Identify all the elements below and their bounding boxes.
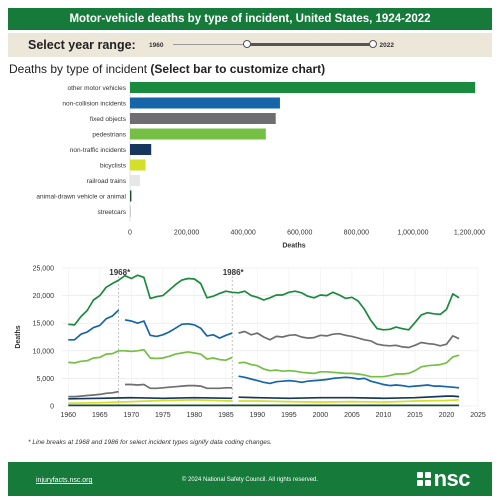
bar-non-collision-incidents[interactable] (130, 97, 280, 109)
bar-chart-title-hint: (Select bar to customize chart) (150, 62, 326, 76)
line-series-nontraffic[interactable] (68, 396, 233, 400)
bar-x-tick: 0 (128, 230, 132, 237)
bar-chart-title-text: Deaths by type of incident (9, 62, 151, 76)
bar-x-tick: 600,000 (287, 230, 312, 237)
line-series-nontraffic[interactable] (238, 395, 460, 400)
slider-end-handle[interactable] (369, 40, 378, 48)
line-y-axis-label: Deaths (15, 325, 22, 348)
line-break-annotation: 1986* (223, 268, 245, 277)
bar-label-streetcars: streetcars (97, 209, 126, 216)
line-break-annotation: 1968* (109, 268, 131, 277)
line-x-tick: 1965 (92, 412, 108, 419)
line-series-bicyclists[interactable] (68, 399, 233, 405)
line-y-tick: 0 (50, 404, 54, 411)
line-series-noncollision[interactable] (68, 309, 120, 341)
bar-label-non-collision-incidents: non-collision incidents (62, 101, 126, 108)
line-series-pedestrians[interactable] (238, 354, 460, 378)
line-x-tick: 1990 (250, 412, 266, 419)
nsc-logo-text: nsc (433, 466, 471, 491)
line-y-tick: 20,000 (33, 293, 55, 300)
line-y-tick: 5,000 (36, 376, 54, 383)
bar-x-tick: 1,000,000 (397, 230, 428, 237)
line-series-fixed[interactable] (125, 383, 233, 390)
bar-x-tick: 200,000 (174, 230, 199, 237)
bar-railroad-trains[interactable] (130, 175, 140, 186)
bar-label-non-traffic-incidents: non-traffic incidents (70, 147, 127, 154)
line-series-noncollision[interactable] (238, 375, 460, 389)
bar-pedestrians[interactable] (130, 128, 266, 140)
line-y-tick: 10,000 (33, 348, 55, 355)
year-range-slider[interactable] (173, 40, 378, 50)
bar-label-pedestrians: pedestrians (92, 132, 126, 139)
bar-other-motor-vehicles[interactable] (130, 82, 476, 93)
year-range-selector: Select year range: 1960 2022 (8, 33, 492, 57)
line-x-tick: 1970 (124, 412, 140, 419)
line-x-tick: 2020 (439, 412, 455, 419)
line-y-tick: 15,000 (33, 321, 55, 328)
line-series-pedestrians[interactable] (68, 348, 233, 364)
bar-x-tick: 1,200,000 (454, 230, 485, 237)
bar-streetcars[interactable] (130, 206, 131, 217)
line-x-tick: 1980 (187, 412, 203, 419)
line-chart: 0 5,000 10,000 15,000 20,000 25,000 1960 1965 19… (15, 266, 486, 420)
line-x-tick: 1960 (61, 412, 77, 419)
line-series-fixed[interactable] (238, 330, 460, 349)
line-series-noncollision[interactable] (124, 319, 233, 339)
year-range-label: Select year range: (28, 38, 136, 52)
line-x-tick: 2010 (376, 412, 392, 419)
bar-fixed-objects[interactable] (130, 113, 276, 124)
injuryfacts-link[interactable]: injuryfacts.nsc.org (36, 477, 93, 484)
line-series-bicyclists[interactable] (238, 399, 460, 403)
footer: injuryfacts.nsc.org © 2024 National Safe… (8, 462, 492, 496)
line-x-tick: 1975 (155, 412, 171, 419)
bar-bicyclists[interactable] (130, 159, 146, 171)
nsc-logo: nsc (416, 466, 471, 492)
line-x-tick: 2000 (313, 412, 329, 419)
bar-chart-title: Deaths by type of incident (Select bar t… (9, 62, 325, 76)
bar-label-other-motor-vehicles: other motor vehicles (67, 85, 126, 92)
nsc-logo-mark (416, 472, 431, 486)
bar-non-traffic-incidents[interactable] (130, 144, 152, 155)
bar-chart: other motor vehicles non-collision incide… (36, 80, 485, 250)
year-range-min: 1960 (149, 41, 164, 49)
line-x-tick: 2015 (407, 412, 423, 419)
bar-animal-drawn-vehicle-or-animal[interactable] (130, 190, 132, 202)
line-y-tick: 25,000 (33, 266, 55, 273)
year-range-max: 2022 (379, 41, 394, 49)
bar-x-tick: 800,000 (344, 230, 369, 237)
page-title: Motor-vehicle deaths by type of incident… (8, 8, 492, 30)
slider-start-handle[interactable] (242, 40, 251, 48)
bar-x-tick: 400,000 (231, 230, 256, 237)
bar-label-bicyclists: bicyclists (100, 163, 127, 170)
footnote: * Line breaks at 1968 and 1986 for selec… (28, 439, 272, 446)
bar-label-railroad-trains: railroad trains (87, 178, 127, 185)
bar-x-axis-label: Deaths (282, 243, 305, 250)
bar-label-fixed-objects: fixed objects (90, 116, 127, 123)
slider-selected-range (246, 43, 374, 46)
line-x-tick: 1995 (281, 412, 297, 419)
line-x-tick: 1985 (218, 412, 234, 419)
copyright-text: © 2024 National Safety Council. All righ… (181, 477, 319, 483)
line-x-tick: 2005 (344, 412, 360, 419)
bar-label-animal-drawn-vehicle-or-animal: animal-drawn vehicle or animal (36, 194, 126, 201)
line-x-tick: 2025 (470, 412, 486, 419)
line-series-other[interactable] (68, 274, 460, 331)
line-series-fixed[interactable] (68, 390, 119, 398)
